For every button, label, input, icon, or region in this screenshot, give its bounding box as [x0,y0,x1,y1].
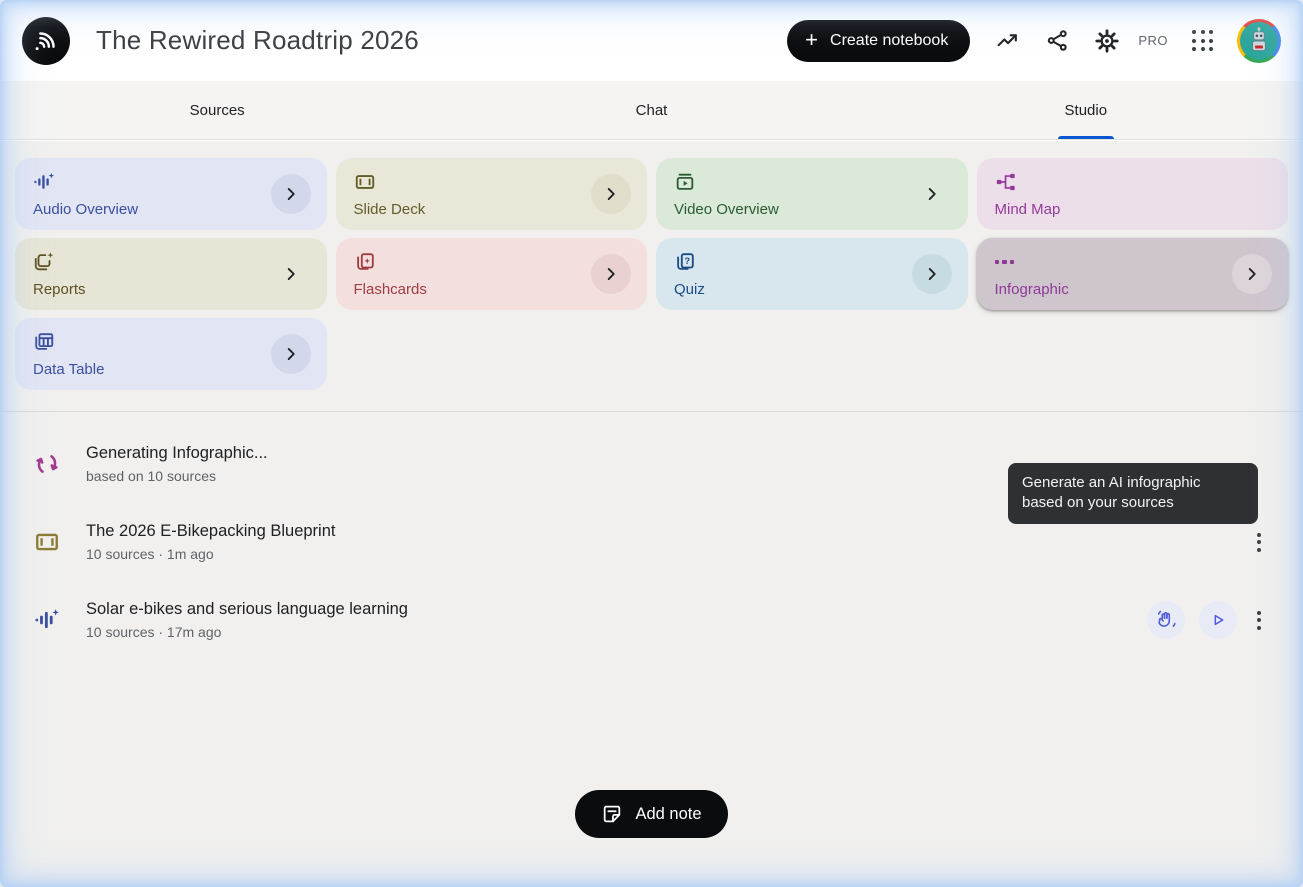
pro-badge: PRO [1138,33,1168,48]
active-tab-underline [1057,136,1114,139]
artifact-row-slide-deck[interactable]: The 2026 E-Bikepacking Blueprint 10 sour… [28,522,1267,562]
avatar-robot-image [1240,21,1278,60]
artifact-row-generating-infographic[interactable]: Generating Infographic... based on 10 so… [28,444,1267,484]
tool-card-flashcards[interactable]: Flashcards [335,238,647,310]
tool-label: Video Overview [674,201,779,218]
chevron-right-icon[interactable] [1232,254,1272,294]
tool-label: Data Table [33,361,105,378]
user-avatar[interactable] [1237,18,1281,63]
artifact-title: The 2026 E-Bikepacking Blueprint [86,522,336,540]
create-notebook-button[interactable]: + Create notebook [787,19,971,62]
tab-studio-label: Studio [1064,101,1108,119]
google-apps-icon[interactable] [1192,30,1213,51]
audio-waveform-icon [34,172,55,189]
tool-card-quiz[interactable]: ? Quiz [656,238,968,310]
studio-panel: Audio Overview Slide Deck [0,141,1303,887]
play-icon [1214,614,1224,626]
tab-sources[interactable]: Sources [0,81,434,139]
artifact-row-audio-overview[interactable]: Solar e-bikes and serious language learn… [28,600,1267,640]
hand-wave-icon [1157,610,1176,628]
note-icon [604,805,621,823]
svg-text:?: ? [684,256,690,266]
chevron-right-icon[interactable] [270,334,311,374]
tab-chat[interactable]: Chat [434,81,868,139]
studio-artifact-list: Generating Infographic... based on 10 so… [0,412,1303,640]
chevron-right-icon[interactable] [911,254,952,294]
tool-label: Flashcards [353,281,427,298]
tool-card-slide-deck[interactable]: Slide Deck [335,158,647,230]
tool-card-audio-overview[interactable]: Audio Overview [15,158,327,230]
analytics-icon[interactable] [994,28,1020,54]
main-tabbar: Sources Chat Studio [0,81,1303,140]
create-notebook-label: Create notebook [830,31,949,49]
tab-chat-label: Chat [635,101,668,119]
more-options-icon[interactable] [1251,527,1267,558]
slide-deck-icon [36,533,58,551]
chevron-right-icon[interactable] [591,254,631,294]
play-button[interactable] [1199,601,1237,639]
studio-tool-grid: Audio Overview Slide Deck [15,158,1288,390]
share-icon[interactable] [1044,28,1070,54]
tool-card-video-overview[interactable]: Video Overview [656,158,968,230]
artifact-title: Solar e-bikes and serious language learn… [86,600,408,618]
tool-label: Audio Overview [33,201,139,218]
tool-label: Infographic [994,281,1069,298]
sync-icon [36,455,58,473]
flashcards-icon [356,253,374,270]
add-note-button[interactable]: Add note [575,790,728,838]
notebook-title[interactable]: The Rewired Roadtrip 2026 [96,25,419,55]
reports-icon [34,252,54,271]
mind-map-icon [996,173,1015,191]
header-actions: + Create notebook [787,18,1281,63]
add-note-label: Add note [635,804,702,823]
audio-waveform-icon [35,609,59,629]
artifact-subtitle: 10 sources · 17m ago [86,624,222,640]
app-header: The Rewired Roadtrip 2026 + Create noteb… [0,0,1303,81]
tool-card-mind-map[interactable]: Mind Map [976,158,1288,230]
chevron-right-icon[interactable] [912,174,952,214]
interactive-mode-button[interactable] [1147,601,1185,639]
notebooklm-logo-icon[interactable] [22,16,70,65]
tab-studio[interactable]: Studio [869,81,1303,139]
tool-label: Mind Map [994,201,1061,218]
tool-label: Reports [33,281,86,298]
plus-icon: + [805,26,819,52]
artifact-subtitle: based on 10 sources [86,468,216,484]
artifact-title: Generating Infographic... [86,444,268,462]
tool-card-data-table[interactable]: Data Table [15,318,327,390]
infographic-tooltip: Generate an AI infographic based on your… [1008,463,1258,524]
tool-label: Slide Deck [353,201,426,218]
tab-sources-label: Sources [189,101,245,119]
section-divider [0,411,1303,412]
more-options-icon[interactable] [1251,605,1267,636]
chevron-right-icon[interactable] [271,254,311,294]
tool-label: Quiz [674,281,705,298]
chevron-right-icon[interactable] [270,174,311,214]
tool-card-infographic[interactable]: Infographic [976,238,1288,310]
quiz-icon: ? [677,253,694,270]
settings-gear-icon[interactable] [1094,28,1120,54]
video-overview-icon [676,173,694,190]
data-table-icon [35,333,54,350]
tool-card-reports[interactable]: Reports [15,238,327,310]
chevron-right-icon[interactable] [591,174,631,214]
slide-deck-icon [355,175,374,189]
artifact-subtitle: 10 sources · 1m ago [86,546,214,562]
loading-dots-icon [994,251,1017,273]
